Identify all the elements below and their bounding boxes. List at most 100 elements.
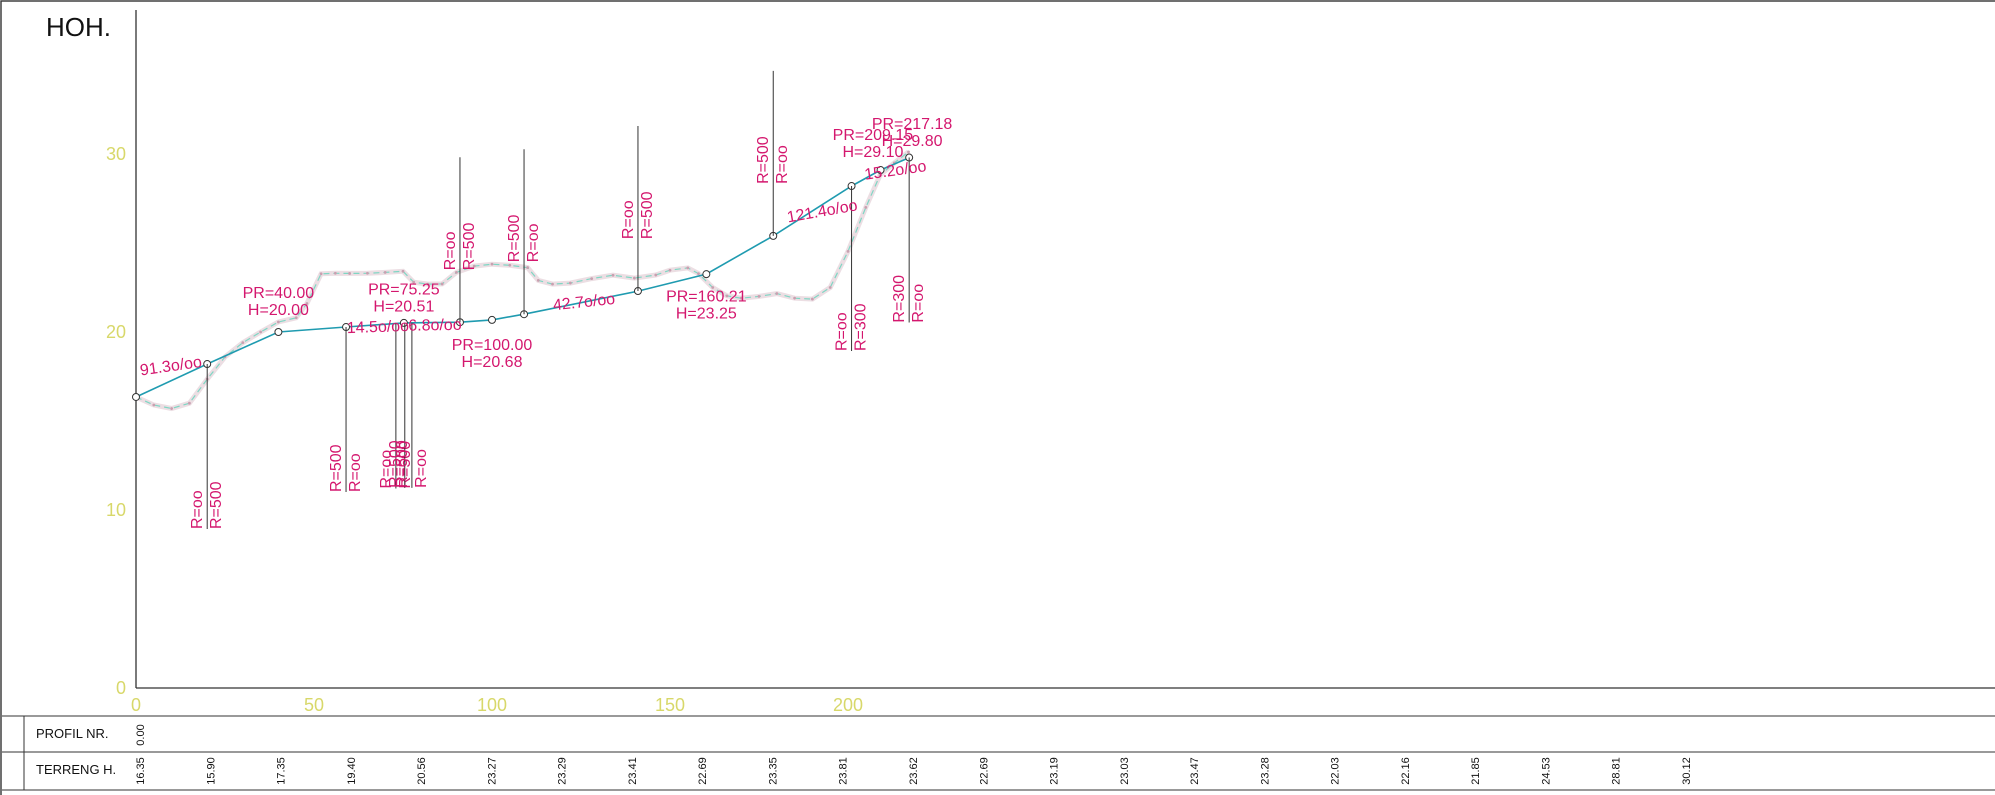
y-tick-label: 10 [106, 500, 126, 520]
vpoint-h-label: H=20.51 [373, 299, 434, 316]
terrain-point [828, 286, 832, 289]
vpoint-pr-label: PR=209.15 [833, 127, 914, 144]
terrain-point [277, 320, 280, 324]
grade-labels: 91.3o/oo 14.5o/oo6.8o/oo 42.7o/oo 121.4o/oo… [139, 158, 928, 379]
terrain-height-value: 23.28 [1259, 757, 1271, 785]
terrain-point [686, 266, 690, 270]
drawing-title: HOH. [46, 12, 111, 42]
curve-marker-label: R=300 [891, 275, 908, 323]
grade-label: 91.3o/oo [139, 354, 203, 380]
terrain-point [383, 270, 387, 274]
curve-marker-label: R=500 [755, 136, 772, 184]
terrain-point [294, 316, 298, 320]
vpoint-pr-label: PR=40.00 [243, 285, 315, 302]
road-point [274, 328, 283, 336]
terrain-point [455, 270, 458, 274]
profil-nr-label: PROFIL NR. [36, 726, 108, 741]
grade-label: 14.5o/oo [347, 318, 410, 337]
terrain-height-value: 30.12 [1681, 757, 1693, 785]
curve-marker-label: R=500 [506, 215, 523, 263]
terrain-point [878, 173, 882, 177]
terrain-height-value: 23.35 [767, 757, 779, 785]
curve-marker-label: R=oo [189, 490, 206, 529]
data-band: PROFIL NR. 0.00 TERRENG H. 16.35 15.90 17.… [2, 715, 1995, 791]
y-tick-labels: 0 10 20 30 [106, 144, 126, 698]
terrain-point [472, 264, 476, 268]
terrain-point [654, 273, 658, 277]
terrain-height-value: 23.47 [1189, 757, 1201, 785]
terrain-height-value: 24.53 [1540, 757, 1552, 785]
vpoint-pr-label: PR=75.25 [368, 282, 440, 299]
terrain-point [590, 277, 594, 280]
vpoint-h-label: H=29.80 [882, 133, 943, 150]
terrain-height-value: 22.03 [1330, 757, 1342, 785]
terrain-height-value: 23.03 [1119, 757, 1131, 785]
x-tick-label: 150 [655, 695, 685, 715]
terrain-point [846, 249, 850, 253]
curve-marker-label: R=oo [774, 145, 791, 184]
curve-marker-label: R=500 [461, 223, 478, 271]
curve-marker-label: R=oo [413, 449, 430, 488]
road-line-path [135, 156, 910, 398]
terrain-height-value: 28.81 [1611, 757, 1623, 785]
terrain-height-value: 16.35 [135, 757, 147, 785]
terrain-height-value: 23.41 [627, 757, 639, 785]
terrain-point [907, 150, 910, 154]
curve-marker-label: R=500 [397, 441, 414, 489]
terrain-point [348, 272, 351, 275]
terrain-height-values: 16.35 15.90 17.35 19.40 20.56 23.27 23.29 23.41… [135, 757, 1693, 785]
grade-label: 15.2o/oo [863, 158, 927, 184]
curve-marker-label: R=500 [387, 440, 404, 488]
grade-label: 42.7o/oo [552, 291, 616, 314]
terrain-height-value: 23.27 [486, 757, 498, 785]
curve-marker-label: R=500 [208, 481, 225, 529]
y-tick-label: 30 [106, 144, 126, 164]
terrain-point [490, 262, 494, 266]
terrain-point [188, 401, 191, 405]
terrain-point [333, 271, 337, 275]
terrain-point [170, 407, 174, 410]
x-tick-label: 200 [833, 695, 863, 715]
terrain-point [725, 294, 729, 298]
terrain-point [305, 302, 309, 305]
curve-marker-label: R=oo [834, 312, 851, 351]
terrain-point [241, 341, 245, 345]
terrain-point [426, 282, 430, 286]
terrain-point [319, 272, 323, 276]
terrain-point [259, 330, 262, 334]
curve-marker-label: R=oo [347, 453, 364, 492]
vpoint-pr-label: PR=160.21 [666, 289, 747, 306]
terrain-height-value: 22.69 [697, 757, 709, 785]
terrain-point [711, 286, 715, 289]
terrain-height-value: 21.85 [1470, 757, 1482, 785]
terrain-point [775, 292, 779, 295]
x-tick-labels: 0 50 100 150 200 [131, 695, 863, 715]
terrain-height-value: 19.40 [346, 757, 358, 785]
terrain-height-value: 17.35 [276, 757, 288, 785]
curve-marker-label: R=oo [442, 231, 459, 270]
terrain-point [668, 268, 672, 272]
road-profile-line [132, 153, 914, 401]
terrain-height-value: 23.62 [908, 757, 920, 785]
vertical-point-labels: PR=40.00H=20.00PR=75.25H=20.51PR=100.00H… [243, 116, 953, 371]
x-tick-label: 50 [304, 695, 324, 715]
road-point [399, 318, 408, 327]
terrain-point [440, 282, 444, 286]
road-point [876, 166, 885, 175]
curve-marker-label: R=300 [853, 303, 870, 351]
terrain-point [757, 295, 761, 298]
terrain-point [697, 272, 700, 276]
terrain-height-value: 23.81 [838, 757, 850, 785]
curve-marker-label: R=500 [639, 191, 656, 239]
terrain-height-value: 15.90 [205, 757, 217, 785]
terrain-point [412, 280, 416, 284]
terreng-h-label: TERRENG H. [36, 762, 116, 777]
curve-marker-label: R=oo [525, 223, 542, 262]
curve-marker-label: R=oo [620, 200, 637, 239]
y-tick-label: 20 [106, 322, 126, 342]
profil-nr-first: 0.00 [135, 724, 147, 745]
vpoint-h-label: H=20.68 [462, 354, 523, 371]
